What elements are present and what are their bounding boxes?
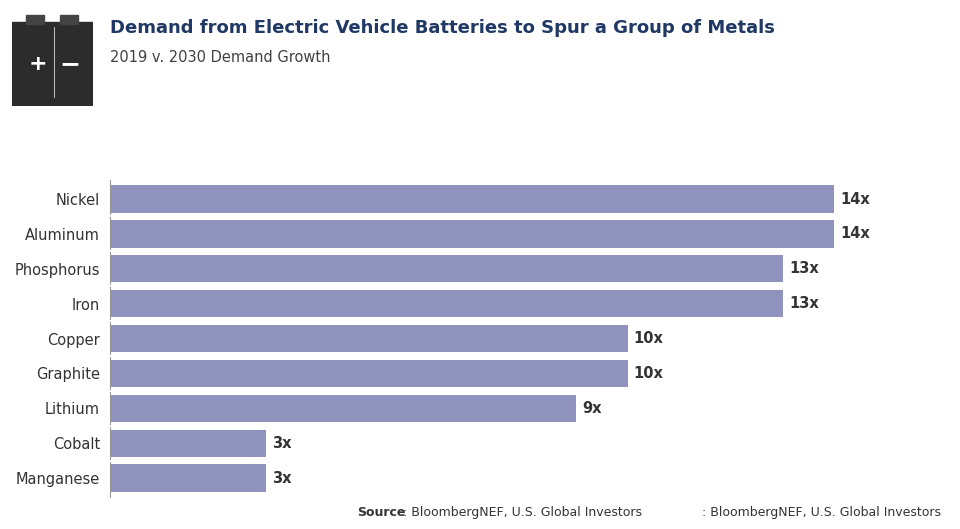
Text: : BloombergNEF, U.S. Global Investors: : BloombergNEF, U.S. Global Investors: [403, 506, 642, 519]
Bar: [110, 255, 782, 282]
Bar: [110, 186, 834, 213]
Text: 13x: 13x: [789, 296, 819, 311]
Text: 10x: 10x: [634, 366, 663, 381]
Bar: [110, 290, 782, 317]
Bar: [110, 464, 266, 491]
Bar: [110, 220, 834, 248]
Text: −: −: [60, 52, 81, 76]
Text: Demand from Electric Vehicle Batteries to Spur a Group of Metals: Demand from Electric Vehicle Batteries t…: [110, 19, 776, 37]
Bar: [60, 15, 79, 24]
Text: 10x: 10x: [634, 331, 663, 346]
Text: 13x: 13x: [789, 261, 819, 276]
Bar: [110, 395, 576, 422]
Text: 3x: 3x: [272, 471, 291, 486]
Text: 9x: 9x: [582, 401, 602, 416]
Text: 2019 v. 2030 Demand Growth: 2019 v. 2030 Demand Growth: [110, 50, 331, 65]
Text: 14x: 14x: [841, 191, 871, 206]
Bar: [110, 430, 266, 457]
Bar: [110, 325, 628, 352]
Text: Source: Source: [357, 506, 405, 519]
Text: +: +: [28, 54, 47, 74]
Text: 14x: 14x: [841, 226, 871, 241]
Bar: [26, 15, 44, 24]
Bar: [110, 360, 628, 387]
Text: 3x: 3x: [272, 436, 291, 451]
Text: : BloombergNEF, U.S. Global Investors: : BloombergNEF, U.S. Global Investors: [702, 506, 941, 519]
